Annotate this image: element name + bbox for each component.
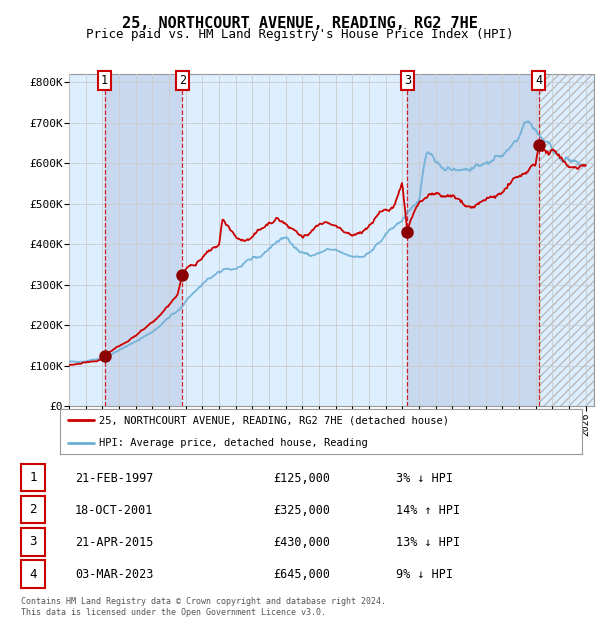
Text: 21-APR-2015: 21-APR-2015 [75, 536, 154, 549]
Text: 25, NORTHCOURT AVENUE, READING, RG2 7HE: 25, NORTHCOURT AVENUE, READING, RG2 7HE [122, 16, 478, 30]
Text: 13% ↓ HPI: 13% ↓ HPI [396, 536, 460, 549]
Bar [104, 74, 182, 406]
Text: 18-OCT-2001: 18-OCT-2001 [75, 504, 154, 516]
Text: Price paid vs. HM Land Registry's House Price Index (HPI): Price paid vs. HM Land Registry's House … [86, 28, 514, 41]
Bar [407, 74, 538, 406]
Bar [539, 74, 594, 406]
Text: 21-FEB-1997: 21-FEB-1997 [75, 472, 154, 484]
Text: 4: 4 [535, 74, 542, 87]
Text: 9% ↓ HPI: 9% ↓ HPI [396, 569, 453, 581]
Text: 1: 1 [29, 471, 37, 484]
Text: 25, NORTHCOURT AVENUE, READING, RG2 7HE (detached house): 25, NORTHCOURT AVENUE, READING, RG2 7HE … [99, 415, 449, 425]
Text: £645,000: £645,000 [273, 569, 330, 581]
Text: 2: 2 [29, 503, 37, 516]
Text: 1: 1 [101, 74, 108, 87]
Bar [539, 74, 594, 406]
Bar [69, 74, 104, 406]
Text: 3% ↓ HPI: 3% ↓ HPI [396, 472, 453, 484]
Text: £325,000: £325,000 [273, 504, 330, 516]
Text: 3: 3 [404, 74, 411, 87]
Text: 2: 2 [179, 74, 186, 87]
Text: £125,000: £125,000 [273, 472, 330, 484]
Text: HPI: Average price, detached house, Reading: HPI: Average price, detached house, Read… [99, 438, 368, 448]
Text: 03-MAR-2023: 03-MAR-2023 [75, 569, 154, 581]
Text: Contains HM Land Registry data © Crown copyright and database right 2024.
This d: Contains HM Land Registry data © Crown c… [21, 598, 386, 617]
Text: 4: 4 [29, 568, 37, 580]
Text: £430,000: £430,000 [273, 536, 330, 549]
Bar [182, 74, 407, 406]
Text: 14% ↑ HPI: 14% ↑ HPI [396, 504, 460, 516]
Text: 3: 3 [29, 536, 37, 548]
